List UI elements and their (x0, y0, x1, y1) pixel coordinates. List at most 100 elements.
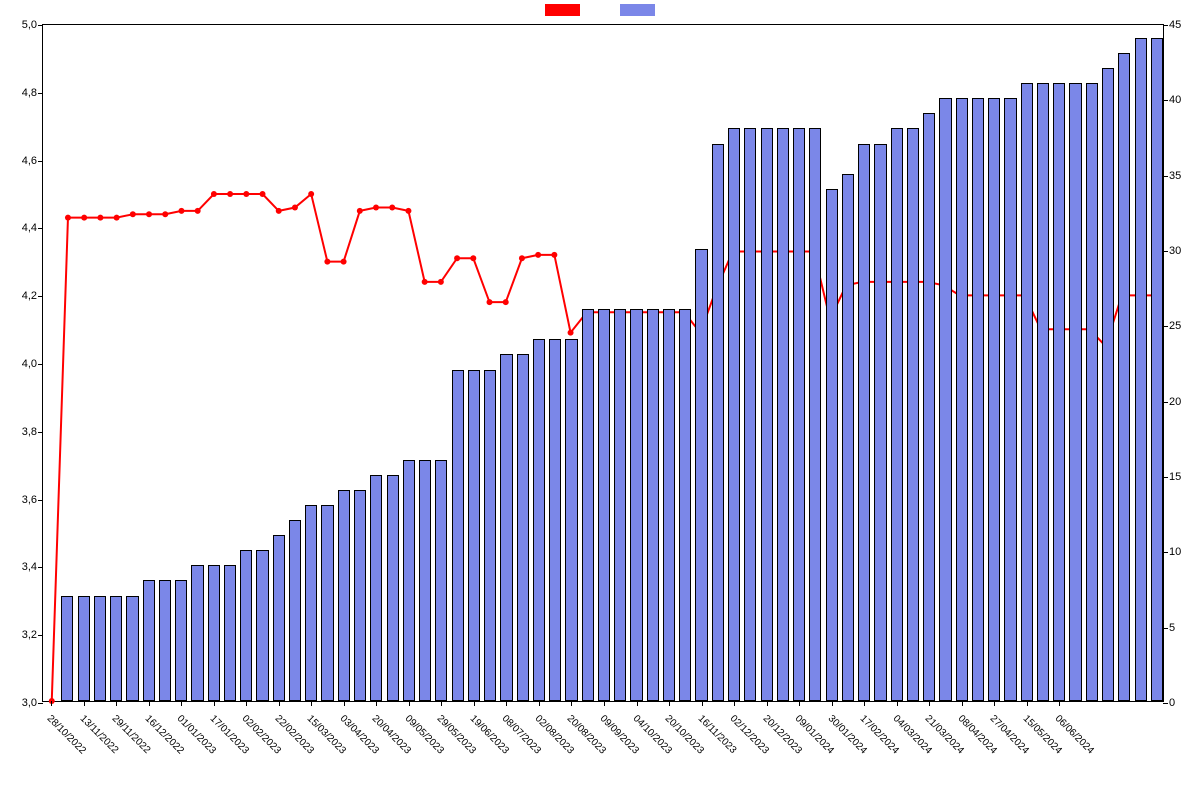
bar (256, 550, 268, 701)
x-tick-mark (246, 701, 247, 706)
y-left-tick-mark (38, 635, 43, 636)
x-tick-mark (897, 701, 898, 706)
y-left-tick-mark (38, 161, 43, 162)
y-right-tick-mark (1163, 25, 1168, 26)
x-tick-mark (474, 701, 475, 706)
y-right-tick-mark (1163, 326, 1168, 327)
line-marker (357, 208, 363, 214)
legend-item-bar (620, 4, 655, 16)
x-tick-mark (832, 701, 833, 706)
bar (842, 174, 854, 701)
line-marker (162, 211, 168, 217)
legend (0, 0, 1200, 20)
bar (338, 490, 350, 701)
bar (1037, 83, 1049, 701)
bar (1151, 38, 1163, 701)
x-tick-mark (279, 701, 280, 706)
line-marker (454, 255, 460, 261)
x-tick-mark (767, 701, 768, 706)
x-tick-mark (214, 701, 215, 706)
line-marker (65, 215, 71, 221)
bar (403, 460, 415, 701)
y-right-tick-mark (1163, 477, 1168, 478)
line-marker (438, 279, 444, 285)
x-tick-mark (1027, 701, 1028, 706)
bar (305, 505, 317, 701)
bar (1053, 83, 1065, 701)
bar (208, 565, 220, 701)
x-tick-mark (734, 701, 735, 706)
chart-container: 3,03,23,43,63,84,04,24,44,64,85,00510152… (0, 0, 1200, 800)
line-marker (373, 205, 379, 211)
bar (956, 98, 968, 701)
x-tick-mark (571, 701, 572, 706)
y-right-tick-mark (1163, 703, 1168, 704)
bar (1102, 68, 1114, 701)
line-marker (535, 252, 541, 258)
plot-area: 3,03,23,43,63,84,04,24,44,64,85,00510152… (42, 24, 1164, 702)
x-tick-mark (1059, 701, 1060, 706)
bar (94, 596, 106, 701)
bar (1118, 53, 1130, 701)
bar (500, 354, 512, 701)
bar (728, 128, 740, 701)
bar (224, 565, 236, 701)
y-left-tick-mark (38, 432, 43, 433)
bar (744, 128, 756, 701)
y-right-tick-mark (1163, 552, 1168, 553)
bar (809, 128, 821, 701)
line-marker (243, 191, 249, 197)
x-tick-mark (149, 701, 150, 706)
bar (939, 98, 951, 701)
bar (484, 370, 496, 701)
bar (647, 309, 659, 701)
y-right-tick-mark (1163, 251, 1168, 252)
x-tick-mark (51, 701, 52, 706)
bar (468, 370, 480, 701)
x-tick-mark (409, 701, 410, 706)
x-tick-mark (181, 701, 182, 706)
bar (419, 460, 431, 701)
line-marker (195, 208, 201, 214)
line-marker (422, 279, 428, 285)
legend-swatch-line (545, 4, 580, 16)
y-left-tick-mark (38, 364, 43, 365)
bar (907, 128, 919, 701)
line-marker (341, 259, 347, 265)
y-left-tick-mark (38, 93, 43, 94)
line-marker (130, 211, 136, 217)
x-tick-mark (929, 701, 930, 706)
x-tick-mark (116, 701, 117, 706)
bar (923, 113, 935, 701)
x-tick-mark (311, 701, 312, 706)
bar (565, 339, 577, 701)
bar (1004, 98, 1016, 701)
line-marker (487, 299, 493, 305)
line-marker (568, 330, 574, 336)
bar (630, 309, 642, 701)
bar (777, 128, 789, 701)
bar (1135, 38, 1147, 701)
y-right-tick-mark (1163, 628, 1168, 629)
y-left-tick-mark (38, 228, 43, 229)
bar (826, 189, 838, 701)
bar (663, 309, 675, 701)
line-marker (292, 205, 298, 211)
bar (61, 596, 73, 701)
bar (874, 144, 886, 701)
line-marker (146, 211, 152, 217)
x-tick-mark (539, 701, 540, 706)
x-tick-mark (702, 701, 703, 706)
bar (143, 580, 155, 701)
bar (761, 128, 773, 701)
x-tick-mark (962, 701, 963, 706)
y-right-tick-mark (1163, 176, 1168, 177)
bar (712, 144, 724, 701)
bar (435, 460, 447, 701)
bar (533, 339, 545, 701)
bar (321, 505, 333, 701)
x-tick-mark (344, 701, 345, 706)
x-tick-mark (799, 701, 800, 706)
x-tick-mark (506, 701, 507, 706)
line-marker (519, 255, 525, 261)
